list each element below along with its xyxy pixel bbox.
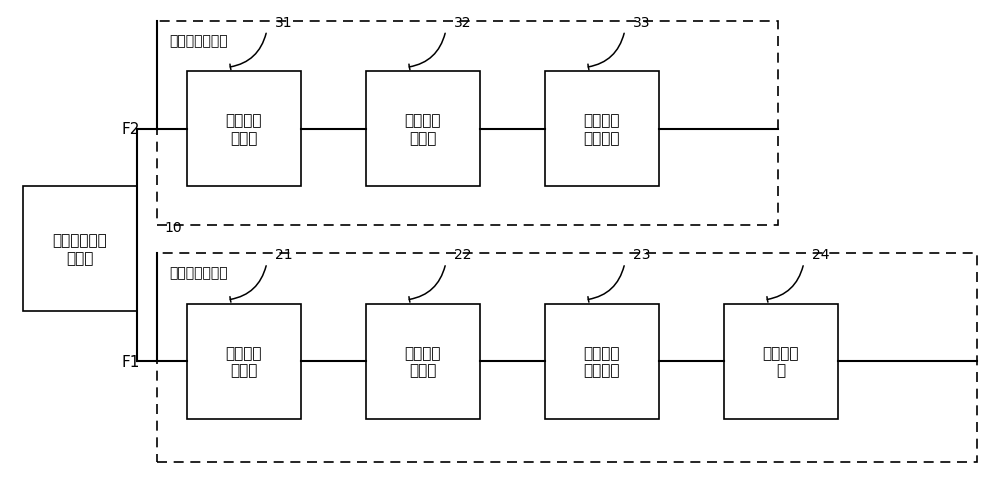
Text: 10: 10 bbox=[165, 221, 182, 234]
Text: 24: 24 bbox=[812, 248, 829, 262]
Bar bbox=[157, 22, 778, 225]
Bar bbox=[187, 304, 301, 419]
Bar bbox=[23, 187, 137, 311]
Bar bbox=[545, 72, 659, 187]
Text: F1: F1 bbox=[122, 354, 140, 369]
Text: 高斯脉冲发生器: 高斯脉冲发生器 bbox=[169, 266, 227, 280]
Bar bbox=[724, 304, 838, 419]
Text: 31: 31 bbox=[275, 15, 292, 30]
Text: 第二预驱
动电路: 第二预驱 动电路 bbox=[226, 113, 262, 146]
Text: 第一预驱
动电路: 第一预驱 动电路 bbox=[226, 346, 262, 378]
Text: 选通脉冲发生器: 选通脉冲发生器 bbox=[169, 34, 227, 48]
Text: 第一脉冲
整形网络: 第一脉冲 整形网络 bbox=[584, 346, 620, 378]
Text: 33: 33 bbox=[633, 15, 650, 30]
Text: F2: F2 bbox=[122, 122, 140, 137]
Text: 21: 21 bbox=[275, 248, 292, 262]
Text: 第一方波
发生器: 第一方波 发生器 bbox=[405, 346, 441, 378]
Bar bbox=[366, 304, 480, 419]
Text: 第二脉冲
整形网络: 第二脉冲 整形网络 bbox=[584, 113, 620, 146]
Bar bbox=[545, 304, 659, 419]
Text: 直接数字频率
合成器: 直接数字频率 合成器 bbox=[52, 233, 107, 265]
Bar bbox=[366, 72, 480, 187]
Text: 信号整形
器: 信号整形 器 bbox=[763, 346, 799, 378]
Text: 第二方波
发生器: 第二方波 发生器 bbox=[405, 113, 441, 146]
Bar bbox=[157, 254, 977, 462]
Text: 32: 32 bbox=[454, 15, 471, 30]
Text: 23: 23 bbox=[633, 248, 650, 262]
Text: 22: 22 bbox=[454, 248, 471, 262]
Bar bbox=[187, 72, 301, 187]
